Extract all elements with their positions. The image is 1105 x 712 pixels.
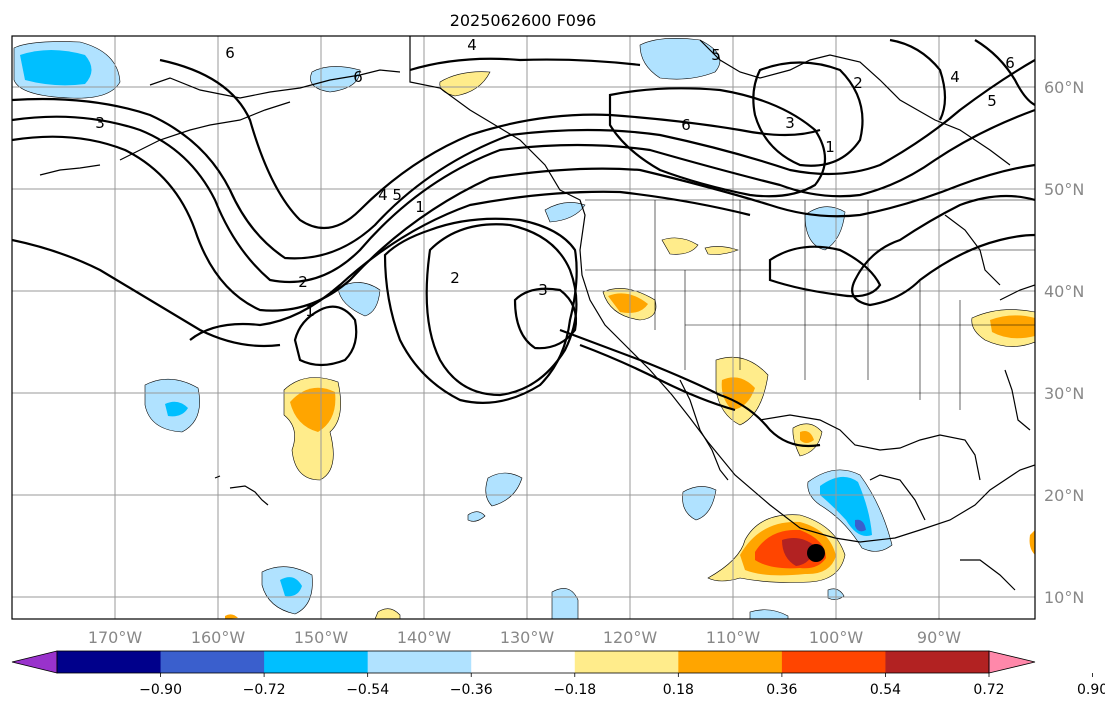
colorbar-segment (471, 651, 576, 673)
colorbar-segment (57, 651, 162, 673)
shaded-anomalies (13, 38, 1035, 619)
lon-tick-label: 150°W (294, 628, 349, 647)
colorbar-extend-high (988, 650, 1036, 674)
lat-tick-label: 10°N (1044, 588, 1084, 607)
lon-tick-label: 90°W (917, 628, 961, 647)
contour-label: 2 (298, 273, 308, 291)
contour-label: 3 (538, 281, 548, 299)
colorbar-outline (56, 650, 990, 674)
contour-label: 6 (353, 68, 363, 86)
map-frame (11, 35, 1036, 620)
colorbar-segment (781, 651, 886, 673)
state-borders (585, 199, 1035, 410)
map-title: 2025062600 F096 (450, 11, 597, 30)
colorbar-tick-label: −0.54 (346, 682, 389, 698)
lon-tick-label: 140°W (397, 628, 452, 647)
colorbar-tick-label: −0.36 (450, 682, 493, 698)
contour-label: 6 (1005, 54, 1015, 72)
lat-tick-label: 50°N (1044, 180, 1084, 199)
colorbar-segment (264, 651, 369, 673)
contour-label: 5 (711, 46, 721, 64)
lat-tick-label: 20°N (1044, 486, 1084, 505)
coastlines (39, 36, 1035, 591)
colorbar: −0.90 −0.72 −0.54 −0.36 −0.18 0.18 0.36 0.54 0.7… (11, 650, 1105, 698)
contour-label: 6 (225, 44, 235, 62)
colorbar-tick-label: −0.90 (139, 682, 182, 698)
contour-label: 2 (450, 269, 460, 287)
colorbar-tick-label: 0.54 (870, 682, 901, 698)
colorbar-segment (574, 651, 679, 673)
colorbar-segment (367, 651, 472, 673)
lat-tick-label: 30°N (1044, 384, 1084, 403)
colorbar-tick-label: 0.36 (766, 682, 797, 698)
colorbar-extend-low (11, 650, 58, 674)
contour-label: 5 (987, 92, 997, 110)
latitude-tick-labels: 60°N 50°N 40°N 30°N 20°N 10°N (1044, 78, 1084, 607)
lat-tick-label: 40°N (1044, 282, 1084, 301)
lon-tick-label: 160°W (191, 628, 246, 647)
contour-label: 4 (950, 68, 960, 86)
gridlines (12, 36, 1035, 619)
contour-label: 2 (853, 74, 863, 92)
height-contours (12, 38, 1035, 448)
contour-label: 4 (467, 36, 477, 54)
storm-center-marker (807, 544, 825, 562)
colorbar-tick-label: 0.72 (973, 682, 1004, 698)
lon-tick-label: 100°W (809, 628, 864, 647)
lon-tick-label: 120°W (603, 628, 658, 647)
contour-label: 4 5 (378, 186, 402, 204)
colorbar-tick-label: 0.18 (663, 682, 694, 698)
colorbar-tick-label: −0.72 (243, 682, 286, 698)
lon-tick-label: 110°W (706, 628, 761, 647)
contour-labels: 6 4 5 6 3 6 2 3 1 4 5 1 2 2 1 3 6 4 5 (95, 36, 1015, 320)
colorbar-tick-label: −0.18 (553, 682, 596, 698)
contour-label: 3 (95, 114, 105, 132)
lon-tick-label: 170°W (88, 628, 143, 647)
colorbar-segment (885, 651, 990, 673)
contour-label: 1 (305, 302, 315, 320)
contour-label: 1 (415, 198, 425, 216)
colorbar-tick-label: 0.90 (1077, 682, 1105, 698)
longitude-tick-labels: 170°W 160°W 150°W 140°W 130°W 120°W 110°W 100°W… (88, 628, 961, 647)
contour-label: 1 (825, 138, 835, 156)
contour-label: 6 (681, 116, 691, 134)
contour-label: 3 (785, 114, 795, 132)
colorbar-segment (678, 651, 783, 673)
lon-tick-label: 130°W (500, 628, 555, 647)
map-area: 6 4 5 6 3 6 2 3 1 4 5 1 2 2 1 3 6 4 5 (12, 36, 1035, 619)
lat-tick-label: 60°N (1044, 78, 1084, 97)
colorbar-segment (160, 651, 265, 673)
